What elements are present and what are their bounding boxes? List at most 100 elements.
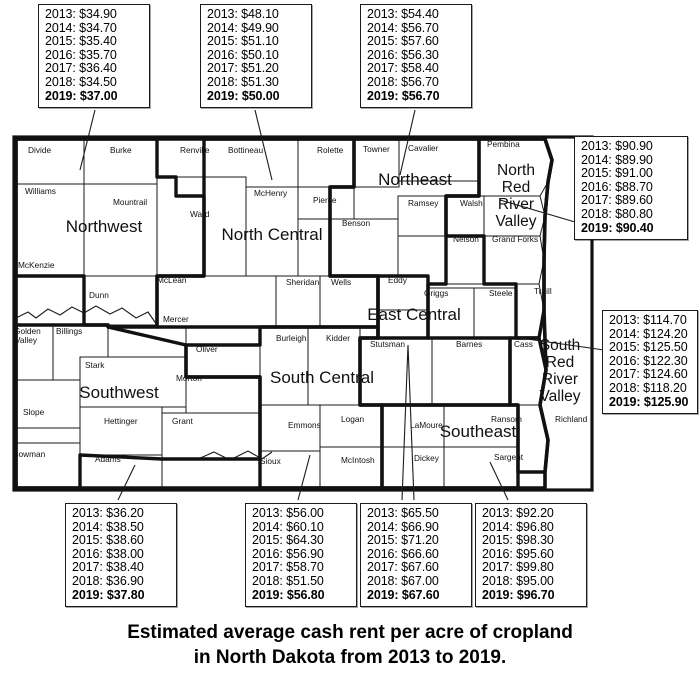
county-mckenzie bbox=[15, 275, 85, 326]
county-oliver bbox=[185, 344, 261, 378]
county-nelson bbox=[445, 235, 485, 285]
county-label: Oliver bbox=[196, 344, 218, 354]
county-label: Logan bbox=[341, 414, 364, 424]
region-label: Northeast bbox=[378, 170, 452, 189]
callout-east-central[interactable]: 2013: $65.50 2014: $66.90 2015: $71.20 2016… bbox=[360, 503, 472, 608]
county-label: Walsh bbox=[460, 198, 483, 208]
callout-row: 2019: $125.90 bbox=[609, 394, 689, 409]
callout-row: 2019: $67.60 bbox=[367, 587, 440, 602]
county-burleigh bbox=[259, 326, 309, 406]
region-label: Northwest bbox=[66, 217, 143, 236]
county-logan bbox=[319, 404, 383, 448]
callout-row: 2015: $51.10 bbox=[207, 34, 279, 49]
callout-row: 2016: $66.60 bbox=[367, 546, 439, 561]
callout-row: 2018: $80.80 bbox=[581, 206, 653, 221]
county-ramsey bbox=[397, 195, 447, 237]
county-label: Cass bbox=[514, 339, 533, 349]
county-label: McIntosh bbox=[341, 455, 375, 465]
county-sioux bbox=[161, 458, 261, 489]
county-label: Bowman bbox=[13, 449, 46, 459]
callout-row: 2016: $56.30 bbox=[367, 47, 439, 62]
county-label: McLean bbox=[157, 275, 187, 285]
county-label: Ransom bbox=[491, 414, 522, 424]
callout-southwest[interactable]: 2013: $36.20 2014: $38.50 2015: $38.60 2016… bbox=[65, 503, 177, 608]
county-label: Sargent bbox=[494, 452, 524, 462]
callout-row: 2017: $124.60 bbox=[609, 367, 688, 382]
county-label: Golden bbox=[14, 326, 41, 336]
county-label: McHenry bbox=[254, 188, 288, 198]
callout-row: 2014: $34.70 bbox=[45, 20, 117, 35]
callout-south-central[interactable]: 2013: $56.00 2014: $60.10 2015: $64.30 2016… bbox=[245, 503, 357, 608]
county-label: McKenzie bbox=[18, 260, 55, 270]
county-label: Steele bbox=[489, 288, 513, 298]
callout-row: 2017: $99.80 bbox=[482, 560, 554, 575]
callout-row: 2015: $71.20 bbox=[367, 533, 439, 548]
callout-row: 2014: $89.90 bbox=[581, 152, 653, 167]
callout-row: 2014: $66.90 bbox=[367, 519, 439, 534]
callout-row: 2013: $92.20 bbox=[482, 506, 554, 520]
callout-row: 2015: $35.40 bbox=[45, 34, 117, 49]
callout-row: 2018: $95.00 bbox=[482, 573, 554, 588]
county-label: Wells bbox=[331, 277, 351, 287]
county-label: Divide bbox=[28, 145, 51, 155]
region-label: North Central bbox=[221, 225, 322, 244]
callout-northwest[interactable]: 2013: $34.90 2014: $34.70 2015: $35.40 2016… bbox=[38, 4, 150, 109]
callout-row: 2017: $67.60 bbox=[367, 560, 439, 575]
callout-row: 2015: $57.60 bbox=[367, 34, 439, 49]
county-label: Nelson bbox=[453, 234, 479, 244]
callout-row: 2013: $48.10 bbox=[207, 7, 279, 21]
county-label: Rolette bbox=[317, 145, 344, 155]
county-kidder bbox=[307, 326, 361, 406]
county-mcintosh bbox=[319, 446, 383, 489]
callout-row: 2015: $98.30 bbox=[482, 533, 554, 548]
county-label: Dunn bbox=[89, 290, 109, 300]
county-ward bbox=[156, 176, 247, 277]
callout-north-red-river-valley[interactable]: 2013: $90.90 2014: $89.90 2015: $91.00 2016… bbox=[574, 136, 688, 241]
region-label: North Red River Valley bbox=[495, 162, 536, 230]
county-label: Ward bbox=[190, 209, 210, 219]
region-labels: Northwest North Central Northeast North Red R… bbox=[66, 162, 581, 441]
county-label: Ramsey bbox=[408, 198, 439, 208]
callout-row: 2017: $38.40 bbox=[72, 560, 144, 575]
county-label: Traill bbox=[534, 286, 552, 296]
callout-row: 2018: $36.90 bbox=[72, 573, 144, 588]
callout-row: 2013: $65.50 bbox=[367, 506, 439, 520]
county-label: Mountrail bbox=[113, 197, 147, 207]
county-emmons bbox=[259, 404, 321, 452]
callout-south-red-river-valley[interactable]: 2013: $114.70 2014: $124.20 2015: $125.50 2… bbox=[602, 310, 698, 415]
region-label: Southeast bbox=[440, 422, 517, 441]
callout-row: 2018: $51.30 bbox=[207, 74, 279, 89]
callout-row: 2015: $38.60 bbox=[72, 533, 144, 548]
callout-row: 2013: $90.90 bbox=[581, 139, 653, 153]
title-line-1: Estimated average cash rent per acre of … bbox=[127, 622, 573, 643]
county-label: Barnes bbox=[456, 339, 482, 349]
county-label: Emmons bbox=[288, 420, 321, 430]
county-label: Bottineau bbox=[228, 145, 263, 155]
callout-row: 2013: $56.00 bbox=[252, 506, 324, 520]
callout-row: 2013: $54.40 bbox=[367, 7, 439, 21]
callout-row: 2013: $114.70 bbox=[609, 313, 687, 327]
callout-southeast[interactable]: 2013: $92.20 2014: $96.80 2015: $98.30 2016… bbox=[475, 503, 587, 608]
region-label: South Red River Valley bbox=[539, 337, 580, 405]
county-barnes bbox=[431, 337, 511, 406]
callout-northeast[interactable]: 2013: $54.40 2014: $56.70 2015: $57.60 2016… bbox=[360, 4, 472, 109]
callout-row: 2014: $96.80 bbox=[482, 519, 554, 534]
county-slope bbox=[15, 379, 81, 429]
county-label: Renville bbox=[180, 145, 210, 155]
callout-row: 2014: $60.10 bbox=[252, 519, 324, 534]
callout-row: 2018: $118.20 bbox=[609, 380, 687, 395]
county-label: Towner bbox=[363, 144, 390, 154]
callout-row: 2018: $34.50 bbox=[45, 74, 117, 89]
county-dunn bbox=[83, 275, 158, 326]
county-label: Williams bbox=[25, 186, 56, 196]
callout-row: 2014: $56.70 bbox=[367, 20, 439, 35]
county-hettinger bbox=[79, 406, 163, 456]
callout-row: 2019: $37.80 bbox=[72, 587, 145, 602]
county-label: Sioux bbox=[260, 456, 282, 466]
callout-row: 2016: $50.10 bbox=[207, 47, 279, 62]
callout-north-central[interactable]: 2013: $48.10 2014: $49.90 2015: $51.10 2016… bbox=[200, 4, 312, 109]
county-shapes bbox=[15, 138, 553, 489]
county-label: Pembina bbox=[487, 139, 520, 149]
county-mclean bbox=[156, 275, 277, 328]
callout-row: 2016: $95.60 bbox=[482, 546, 554, 561]
